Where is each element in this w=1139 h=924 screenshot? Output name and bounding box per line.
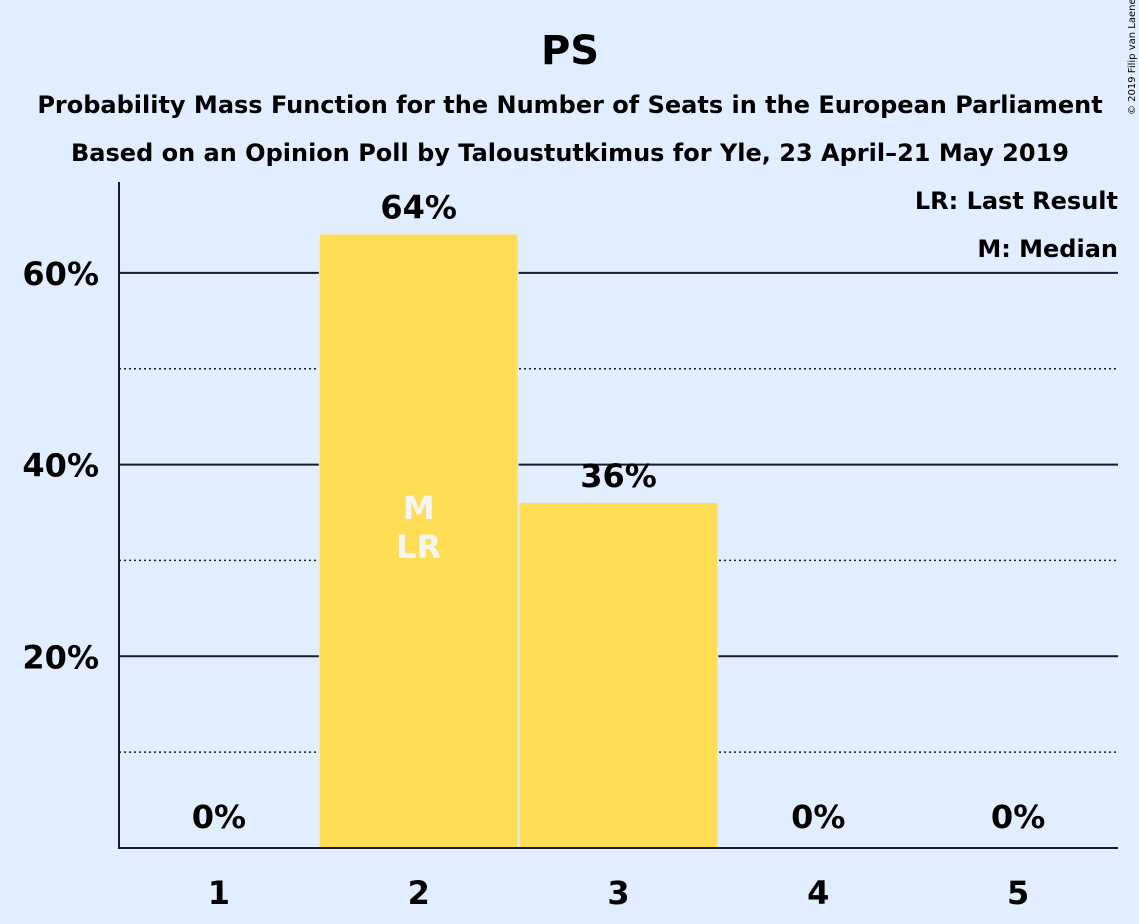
y-tick-label: 20% bbox=[22, 638, 99, 676]
x-tick-label: 3 bbox=[607, 874, 629, 912]
legend-median: M: Median bbox=[977, 235, 1118, 263]
chart-subtitle-2: Based on an Opinion Poll by Taloustutkim… bbox=[71, 139, 1069, 167]
bar bbox=[519, 502, 718, 848]
y-tick-label: 60% bbox=[22, 255, 99, 293]
bar-value-label: 0% bbox=[791, 798, 845, 836]
x-tick-label: 2 bbox=[408, 874, 430, 912]
bars bbox=[318, 233, 719, 848]
chart-subtitle: Probability Mass Function for the Number… bbox=[37, 91, 1102, 119]
chart-title: PS bbox=[541, 28, 599, 74]
y-tick-label: 40% bbox=[22, 447, 99, 485]
gridlines bbox=[119, 271, 1118, 753]
x-tick-label: 5 bbox=[1007, 874, 1029, 912]
bar-value-label: 0% bbox=[991, 798, 1045, 836]
bar-value-label: 0% bbox=[192, 798, 246, 836]
bar-value-label: 64% bbox=[380, 189, 457, 227]
median-marker: M bbox=[403, 489, 435, 527]
axes bbox=[118, 182, 1118, 849]
bar-value-label: 36% bbox=[580, 457, 657, 495]
x-tick-label: 4 bbox=[807, 874, 829, 912]
legend-last-result: LR: Last Result bbox=[915, 187, 1118, 215]
bar bbox=[319, 234, 518, 848]
last-result-marker: LR bbox=[396, 528, 441, 566]
x-tick-label: 1 bbox=[208, 874, 230, 912]
copyright: © 2019 Filip van Laenen bbox=[1127, 0, 1138, 115]
